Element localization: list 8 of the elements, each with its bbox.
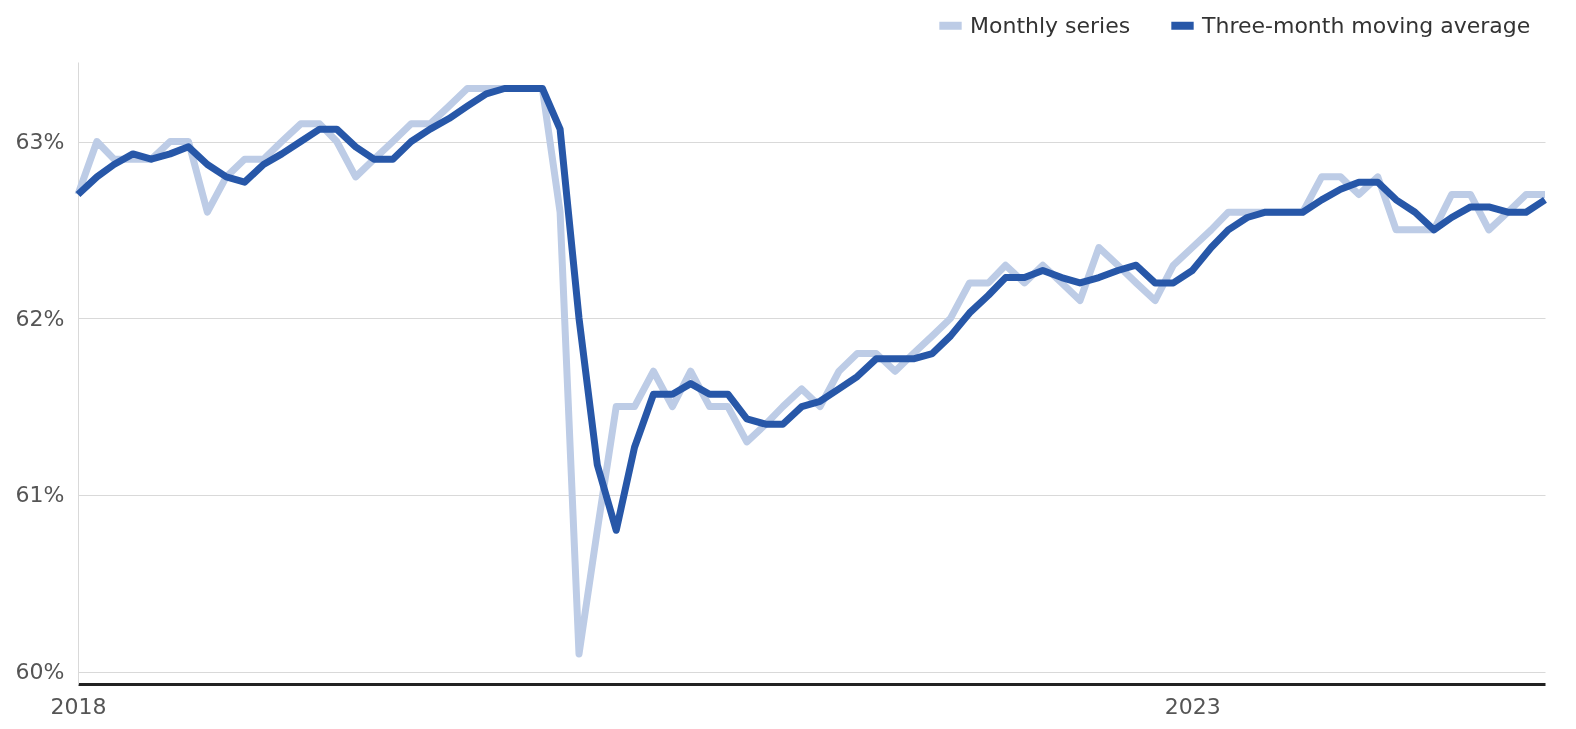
legend-label: Monthly series [970, 12, 1131, 38]
legend-label: Three-month moving average [1201, 12, 1531, 38]
x-tick-label: 2018 [50, 693, 107, 719]
x-tick-label: 2023 [1164, 693, 1221, 719]
y-tick-label: 60% [15, 659, 65, 685]
y-tick-label: 62% [15, 305, 65, 331]
y-tick-label: 61% [15, 482, 65, 508]
y-tick-label: 63% [15, 129, 65, 155]
